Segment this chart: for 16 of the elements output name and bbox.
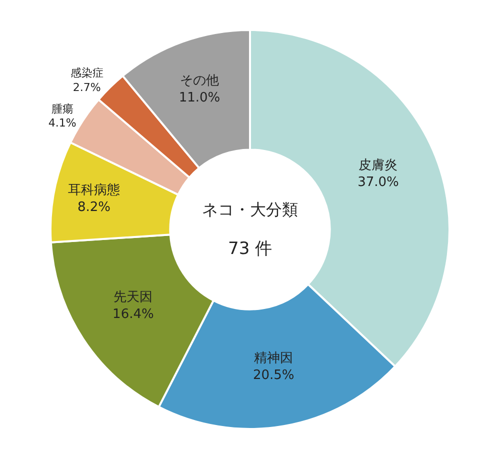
slice-label: その他 <box>180 73 219 88</box>
slice-label: 皮膚炎 <box>358 158 398 174</box>
data-label: 37.0% <box>358 175 399 190</box>
slice-label: 感染症 <box>70 66 104 80</box>
text: ネコ・大分類 <box>202 200 298 219</box>
data-label: 20.5% <box>252 368 294 384</box>
text: 73 件 <box>228 239 272 259</box>
data-label: 4.1% <box>48 116 76 130</box>
data-label: 16.4% <box>112 307 154 322</box>
slice-label: 耳科病態 <box>68 183 120 198</box>
slice-label: 精神因 <box>254 351 294 366</box>
slice-label: 腫瘍 <box>51 102 74 116</box>
data-label: 8.2% <box>77 200 111 215</box>
slice-label: 先天因 <box>114 290 153 306</box>
data-label: 2.7% <box>72 80 101 94</box>
data-label: 11.0% <box>178 90 220 106</box>
